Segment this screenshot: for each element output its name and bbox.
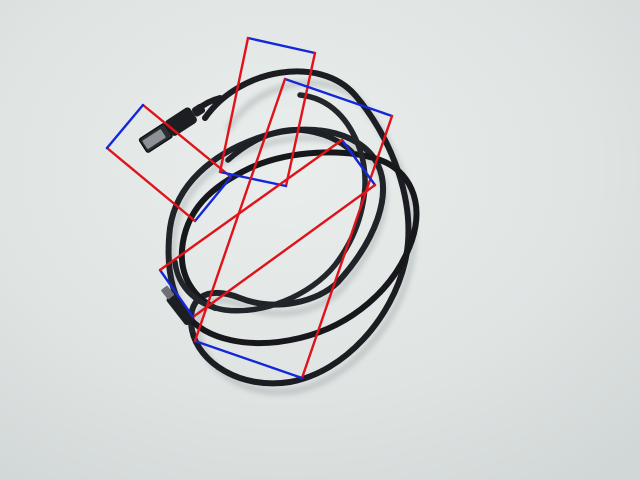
annotation-box-4	[158, 138, 377, 319]
cable-loop-inner-1	[165, 126, 386, 333]
annotation-box-1	[105, 103, 233, 223]
usb-cable	[138, 68, 420, 387]
micro-usb-connector	[161, 285, 195, 325]
usb-a-strain-relief	[194, 95, 223, 113]
cable-loop-inner-3	[172, 92, 368, 314]
annotation-box-2	[218, 36, 317, 188]
cable-loop-inner-2	[178, 149, 420, 346]
annotation-box-3	[193, 77, 394, 380]
annotation-boxes	[105, 36, 394, 380]
